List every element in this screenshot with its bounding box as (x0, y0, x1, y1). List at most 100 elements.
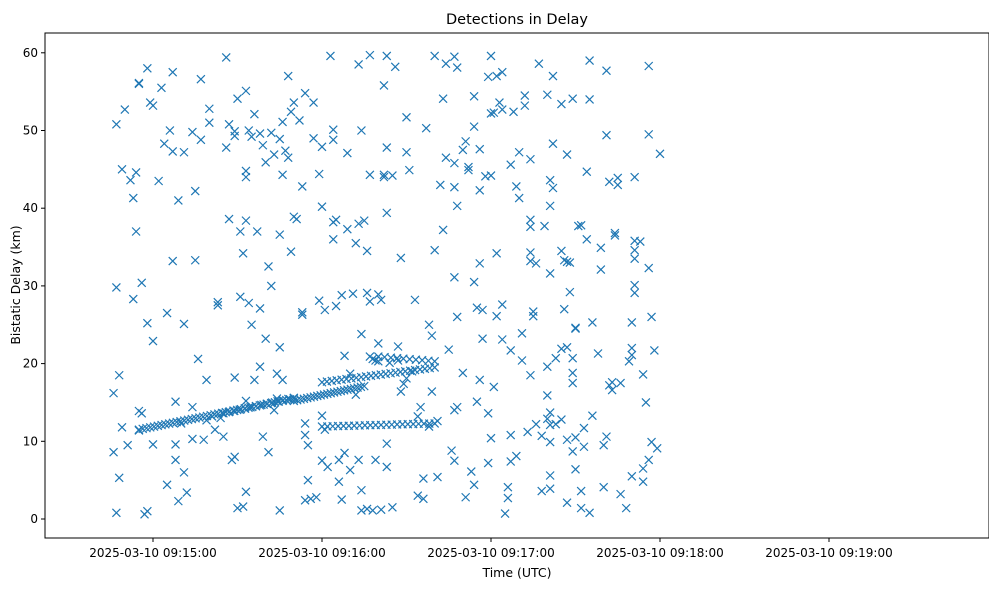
data-point (430, 419, 440, 428)
data-point (540, 221, 549, 231)
data-point (286, 107, 296, 117)
data-point (602, 432, 611, 442)
data-point (292, 214, 302, 224)
data-point (433, 472, 442, 482)
y-tick-label: 0 (30, 512, 38, 526)
data-point (356, 382, 366, 392)
data-point (345, 465, 355, 475)
data-point (148, 336, 158, 346)
data-point (210, 425, 220, 435)
data-point (520, 101, 530, 111)
data-point (548, 183, 558, 193)
data-point (258, 140, 268, 150)
data-point (582, 167, 592, 177)
data-point (196, 135, 206, 145)
data-point (627, 317, 637, 327)
data-point (275, 506, 285, 515)
data-point (427, 331, 437, 341)
data-point (486, 51, 496, 61)
data-point (616, 489, 625, 499)
data-point (461, 136, 471, 146)
data-point (444, 345, 454, 355)
data-point (168, 256, 178, 266)
data-point (562, 257, 572, 267)
data-point (641, 398, 651, 407)
data-point (148, 101, 158, 111)
data-point (300, 419, 310, 428)
data-point (278, 117, 287, 127)
data-point (542, 391, 552, 400)
data-point (357, 126, 366, 135)
data-point (199, 435, 209, 445)
data-point (297, 310, 307, 320)
data-point (154, 176, 164, 186)
data-point (469, 122, 479, 132)
data-point (300, 88, 310, 98)
data-point (373, 290, 383, 299)
data-point (309, 133, 318, 143)
data-point (602, 130, 611, 140)
data-point (559, 255, 569, 265)
data-point (311, 492, 321, 502)
data-point (371, 455, 380, 465)
data-point (475, 258, 485, 268)
data-point (568, 353, 578, 363)
data-point (322, 389, 332, 399)
data-point (340, 448, 349, 458)
data-point (362, 504, 372, 514)
data-point (585, 508, 595, 518)
data-point (120, 105, 130, 114)
y-axis: 0 10 20 30 40 50 60 (23, 46, 45, 526)
data-point (117, 164, 127, 174)
data-point (275, 342, 285, 352)
data-point (489, 382, 499, 392)
data-point (354, 60, 364, 69)
data-point (349, 383, 359, 393)
data-point (593, 349, 603, 358)
data-point (295, 115, 304, 125)
data-point (213, 297, 223, 307)
data-point (229, 406, 239, 416)
data-point (393, 342, 403, 351)
data-point (449, 182, 459, 192)
data-point (630, 280, 640, 290)
data-point (306, 392, 316, 402)
data-point (319, 390, 329, 399)
data-point (506, 345, 516, 355)
data-point (441, 153, 451, 163)
data-point (562, 342, 572, 352)
data-point (316, 390, 326, 400)
data-point (483, 408, 493, 418)
data-point (396, 387, 406, 396)
data-point (545, 269, 555, 278)
data-point (531, 419, 541, 429)
data-point (464, 165, 473, 175)
data-point (249, 109, 259, 119)
data-point (326, 51, 335, 61)
data-point (196, 74, 206, 84)
data-point (357, 329, 366, 339)
data-point (421, 123, 431, 133)
data-point (255, 304, 265, 313)
data-point (302, 393, 312, 403)
data-point (328, 234, 338, 244)
data-point (449, 158, 459, 168)
data-point (497, 67, 507, 77)
data-point (526, 215, 535, 225)
data-point (111, 508, 121, 518)
chart-title: Detections in Delay (446, 12, 588, 28)
data-point (289, 98, 299, 107)
data-point (323, 462, 333, 472)
data-point (328, 135, 338, 145)
x-axis: 2025-03-10 09:15:00 2025-03-10 09:16:00 20… (89, 538, 893, 560)
data-point (627, 343, 637, 353)
data-point (483, 72, 493, 82)
data-point (224, 119, 234, 129)
data-point (224, 407, 234, 417)
data-point (506, 160, 516, 170)
data-point (233, 94, 242, 104)
data-point (241, 172, 251, 182)
data-point (418, 474, 428, 484)
data-point (652, 443, 662, 453)
data-point (616, 378, 625, 388)
